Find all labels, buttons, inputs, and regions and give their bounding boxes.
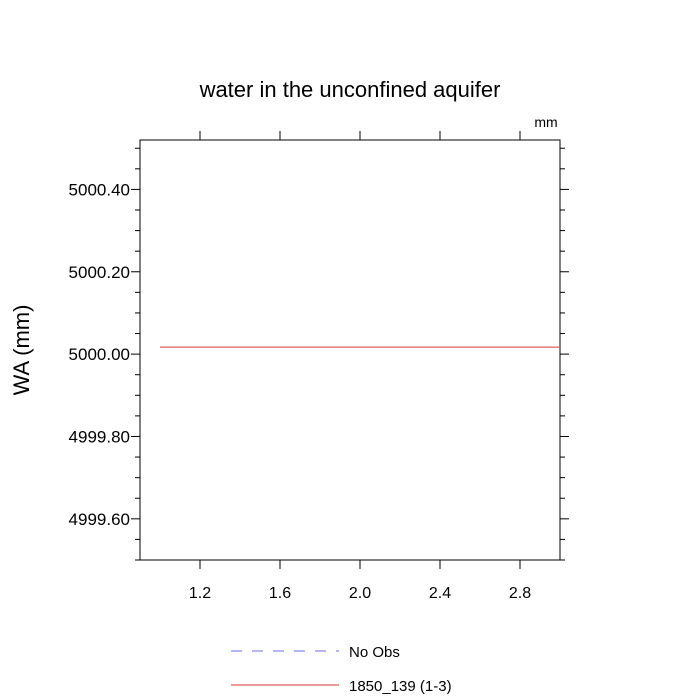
legend-label-0: No Obs — [349, 644, 400, 661]
y-tick-label: 5000.20 — [69, 263, 130, 282]
x-tick-label: 1.2 — [189, 585, 211, 602]
x-tick-label: 2.0 — [349, 585, 371, 602]
y-tick-label: 4999.80 — [69, 427, 130, 446]
x-tick-label: 2.4 — [429, 585, 451, 602]
legend: No Obs 1850_139 (1-3) — [231, 644, 452, 695]
y-tick-label: 5000.40 — [69, 180, 130, 199]
axis-ticks: 1.2 1.6 2.0 2.4 2.8 4999.60 4999.80 5000.00 5000… — [69, 131, 569, 602]
plot-frame — [139, 139, 561, 561]
y-axis-label: WA (mm) — [9, 305, 34, 396]
x-tick-label: 1.6 — [269, 585, 291, 602]
y-tick-label: 5000.00 — [69, 345, 130, 364]
legend-label-1: 1850_139 (1-3) — [349, 678, 452, 695]
units-label: mm — [534, 114, 557, 130]
x-tick-label: 2.8 — [509, 585, 531, 602]
chart-title: water in the unconfined aquifer — [199, 77, 501, 102]
y-tick-label: 4999.60 — [69, 510, 130, 529]
